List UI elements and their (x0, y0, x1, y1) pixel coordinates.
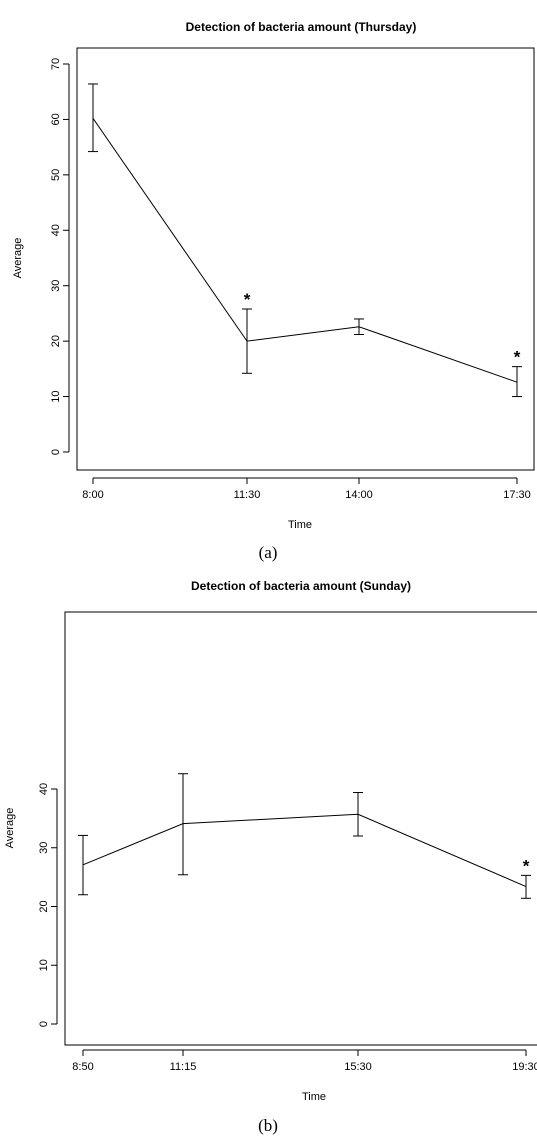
x-tick-label: 19:30 (512, 1061, 537, 1073)
x-axis-label: Time (302, 1091, 326, 1103)
y-tick-label: 50 (50, 169, 62, 181)
x-axis: 8:50 11:15 15:30 19:30 (72, 1049, 537, 1073)
chart-thursday: Detection of bacteria amount (Thursday) … (12, 20, 535, 562)
y-tick-label: 0 (38, 1021, 50, 1027)
y-tick-label: 60 (50, 113, 62, 125)
x-tick-label: 11:15 (170, 1061, 197, 1073)
x-axis: 8:00 11:30 14:00 17:30 (82, 477, 531, 501)
series-line (82, 813, 527, 887)
significance-marker: * (244, 290, 251, 309)
y-tick-label: 40 (38, 783, 50, 795)
x-tick-label: 8:50 (72, 1061, 93, 1073)
y-tick-label: 70 (50, 58, 62, 70)
plot-marks: ** (88, 83, 522, 398)
plot-marks: * (78, 773, 531, 899)
chart-title: Detection of bacteria amount (Sunday) (191, 579, 411, 593)
y-axis-label: Average (4, 808, 16, 849)
y-tick-label: 20 (50, 335, 62, 347)
y-axis-label: Average (12, 238, 24, 279)
x-tick-label: 8:00 (82, 489, 103, 501)
y-tick-label: 30 (50, 280, 62, 292)
y-tick-label: 20 (38, 900, 50, 912)
series-line (92, 118, 518, 383)
significance-marker: * (523, 856, 530, 875)
x-tick-label: 14:00 (345, 489, 373, 501)
y-tick-label: 40 (50, 224, 62, 236)
x-tick-label: 11:30 (234, 489, 261, 501)
x-axis-label: Time (288, 519, 312, 531)
y-tick-label: 30 (38, 842, 50, 854)
plot-frame (64, 611, 537, 1046)
y-tick-label: 0 (50, 449, 62, 455)
chart-title: Detection of bacteria amount (Thursday) (186, 20, 417, 34)
significance-marker: * (514, 348, 521, 367)
plot-frame (76, 47, 535, 471)
figure-caption: (b) (258, 1116, 278, 1135)
y-tick-label: 10 (38, 959, 50, 971)
x-tick-label: 15:30 (344, 1061, 372, 1073)
y-axis: 0 10 20 30 40 50 60 70 (50, 58, 70, 455)
y-axis: 0 10 20 30 40 (38, 783, 58, 1027)
figure-caption: (a) (259, 543, 278, 562)
y-tick-label: 10 (50, 390, 62, 402)
x-tick-label: 17:30 (503, 489, 531, 501)
chart-sunday: Detection of bacteria amount (Sunday) 0 1… (4, 579, 537, 1135)
